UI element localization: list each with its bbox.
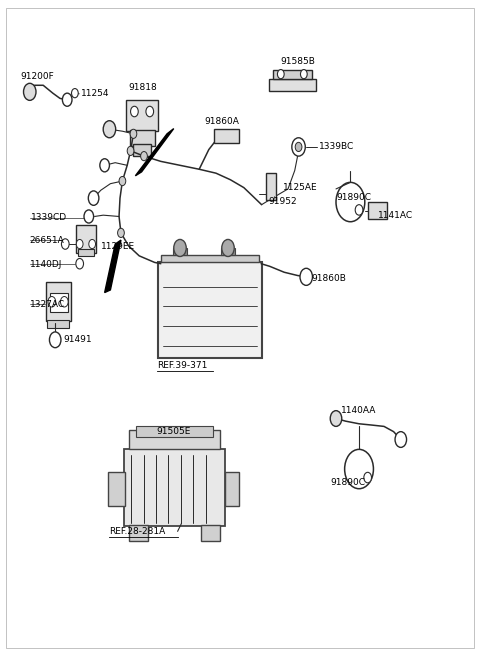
Bar xyxy=(269,79,316,91)
Text: 91952: 91952 xyxy=(269,197,298,206)
Circle shape xyxy=(72,89,78,98)
Text: 91890C: 91890C xyxy=(336,193,371,202)
Bar xyxy=(129,525,148,541)
Circle shape xyxy=(48,297,56,307)
Text: REF.28-281A: REF.28-281A xyxy=(109,527,166,537)
Circle shape xyxy=(395,432,407,447)
Circle shape xyxy=(100,159,109,172)
Bar xyxy=(201,525,220,541)
Bar xyxy=(214,129,239,143)
Text: 91200F: 91200F xyxy=(20,72,54,81)
Bar xyxy=(173,248,187,255)
Text: 91860B: 91860B xyxy=(311,274,346,283)
Circle shape xyxy=(300,268,312,285)
Circle shape xyxy=(49,332,61,348)
Text: 11254: 11254 xyxy=(81,89,109,98)
Circle shape xyxy=(76,258,84,269)
Bar xyxy=(50,293,68,312)
Bar xyxy=(136,426,213,437)
Bar xyxy=(126,100,158,131)
Circle shape xyxy=(300,70,307,79)
Circle shape xyxy=(89,239,96,249)
Text: 26651A: 26651A xyxy=(30,236,64,245)
Bar xyxy=(108,472,125,506)
Circle shape xyxy=(295,142,302,152)
Circle shape xyxy=(127,146,134,155)
Text: 91890C: 91890C xyxy=(330,478,365,487)
Circle shape xyxy=(88,191,99,205)
Bar xyxy=(368,202,387,219)
Text: 91860A: 91860A xyxy=(204,117,239,126)
Circle shape xyxy=(330,411,342,426)
Circle shape xyxy=(24,83,36,100)
Polygon shape xyxy=(105,240,121,293)
Circle shape xyxy=(131,106,138,117)
Text: 1125AE: 1125AE xyxy=(283,183,318,192)
Bar xyxy=(76,225,96,253)
Text: 1339CD: 1339CD xyxy=(31,213,67,222)
Text: 1327AC: 1327AC xyxy=(30,300,65,309)
Text: 1140DJ: 1140DJ xyxy=(30,260,62,269)
Circle shape xyxy=(84,210,94,223)
Circle shape xyxy=(355,205,363,215)
Circle shape xyxy=(277,70,284,79)
Bar xyxy=(161,255,259,262)
Text: 1140AA: 1140AA xyxy=(341,405,377,415)
Bar xyxy=(158,262,262,358)
Circle shape xyxy=(146,106,154,117)
Text: REF.39-371: REF.39-371 xyxy=(157,361,208,371)
Circle shape xyxy=(118,228,124,237)
Text: 1339BC: 1339BC xyxy=(319,142,354,152)
Text: 91818: 91818 xyxy=(129,83,157,92)
Circle shape xyxy=(76,239,83,249)
Circle shape xyxy=(222,239,234,256)
Bar xyxy=(225,472,239,506)
Text: 1141AC: 1141AC xyxy=(378,211,413,220)
Bar xyxy=(129,430,220,449)
Circle shape xyxy=(130,129,137,138)
Polygon shape xyxy=(135,129,174,176)
Bar xyxy=(46,282,71,321)
Circle shape xyxy=(141,152,147,161)
Circle shape xyxy=(364,472,372,483)
Bar xyxy=(221,248,235,255)
Bar xyxy=(273,70,312,79)
Circle shape xyxy=(119,176,126,186)
Circle shape xyxy=(292,138,305,156)
Bar xyxy=(124,449,225,526)
Circle shape xyxy=(103,121,116,138)
Circle shape xyxy=(60,297,68,307)
Circle shape xyxy=(174,239,186,256)
Bar xyxy=(130,130,155,146)
Text: 91505E: 91505E xyxy=(156,426,191,436)
Text: 91585B: 91585B xyxy=(280,56,315,66)
Bar xyxy=(78,249,94,256)
Text: 1129EE: 1129EE xyxy=(101,242,135,251)
Bar xyxy=(133,144,151,156)
Bar xyxy=(47,320,69,328)
Text: 91491: 91491 xyxy=(63,335,92,344)
Circle shape xyxy=(62,93,72,106)
Circle shape xyxy=(61,239,69,249)
Bar xyxy=(266,173,276,200)
